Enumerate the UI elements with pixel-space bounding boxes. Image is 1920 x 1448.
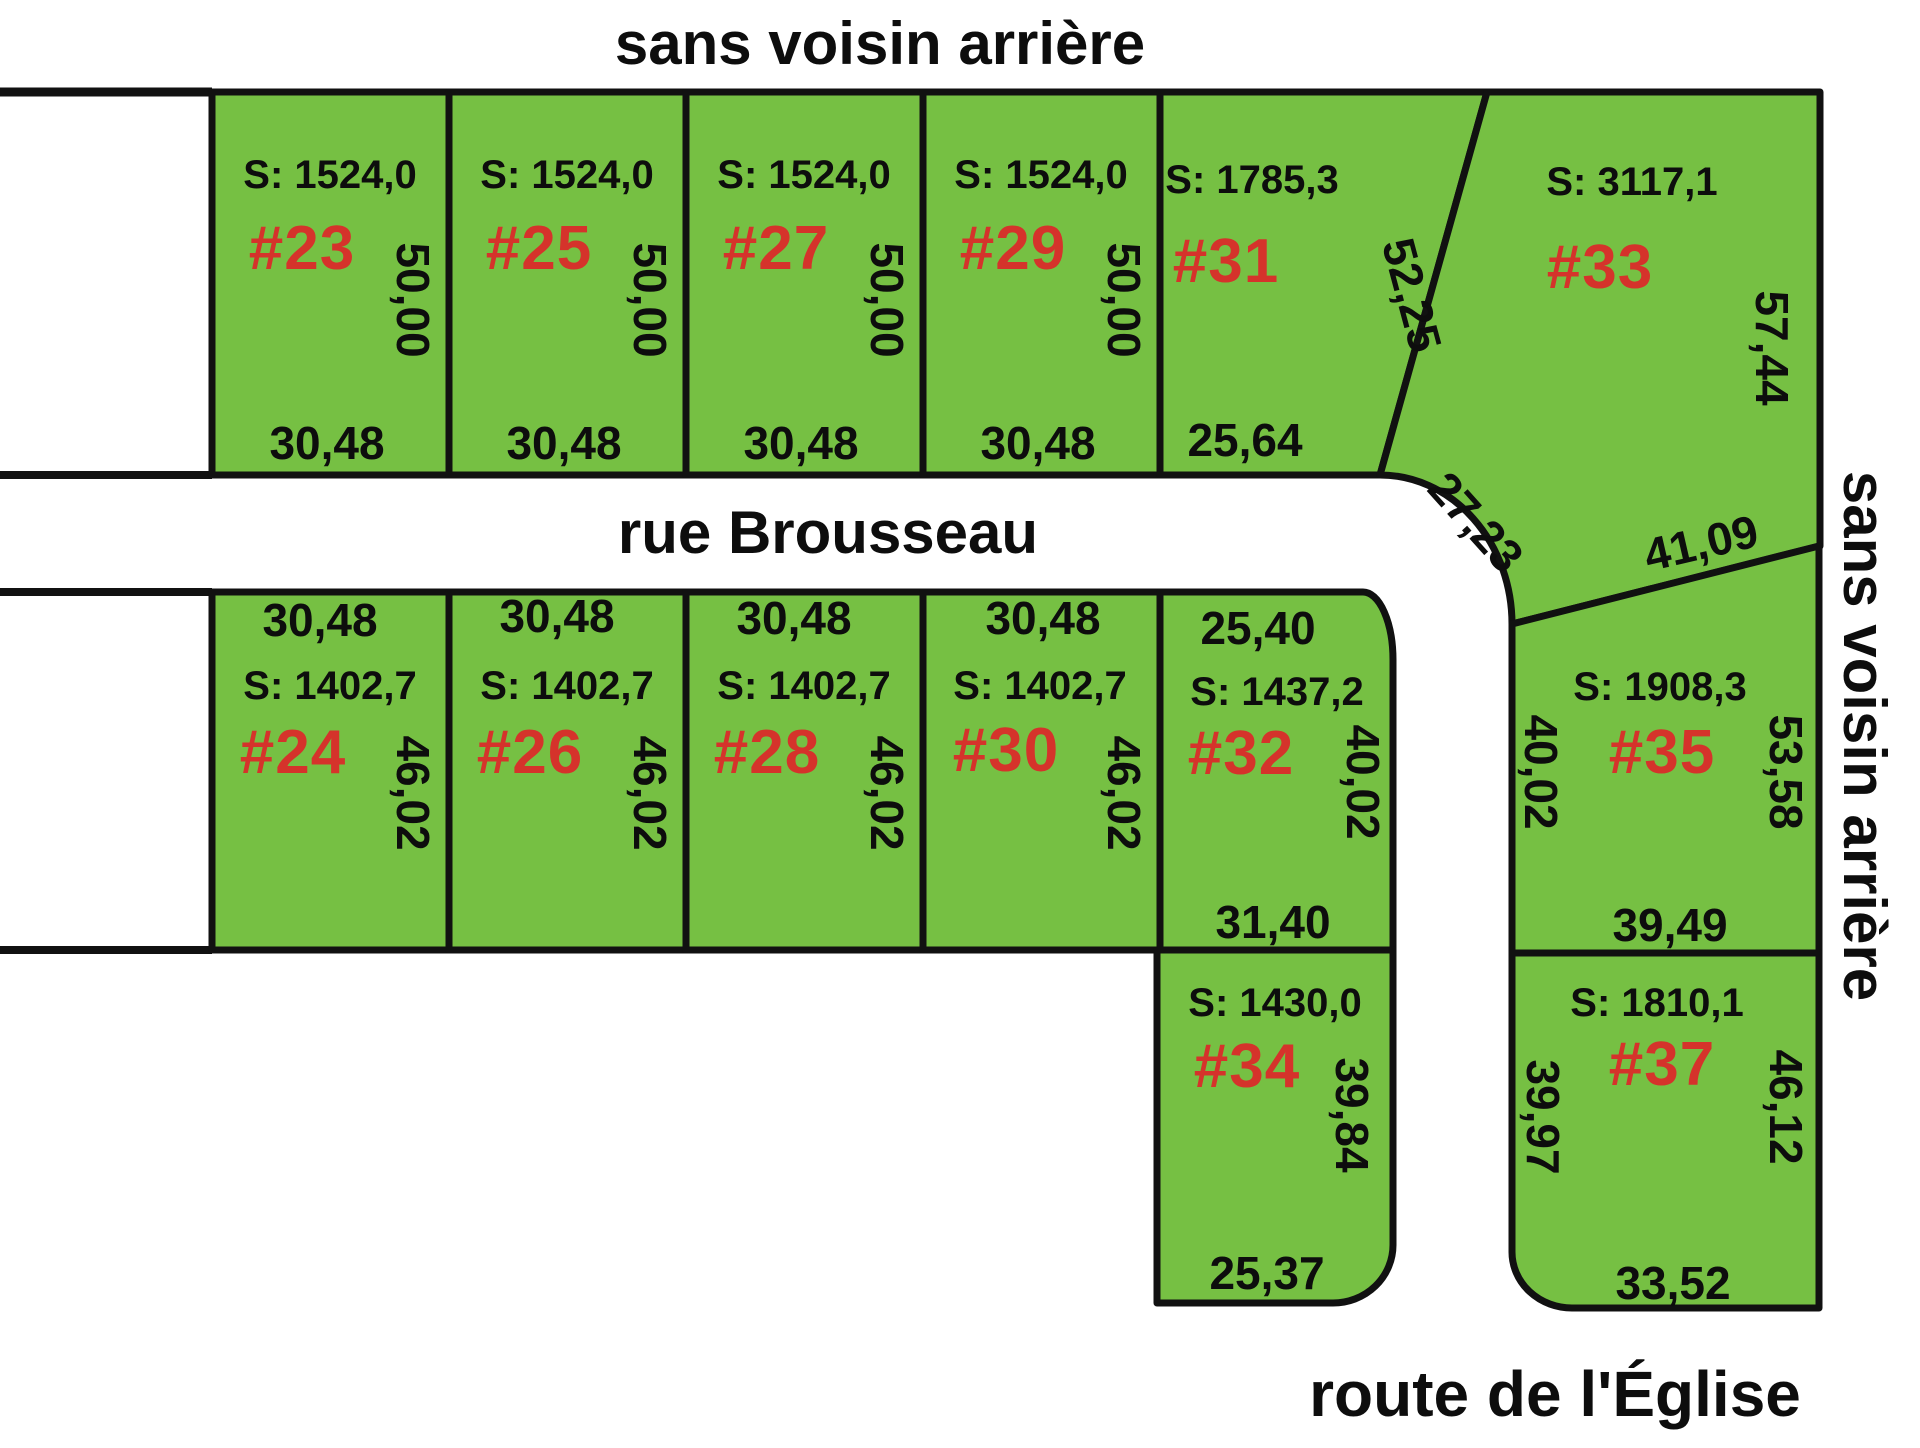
lot-25-depth-label: 50,00 (624, 242, 676, 358)
street-name-rue-brousseau: rue Brousseau (617, 499, 1039, 566)
lot-34-bottom-label: 25,37 (1209, 1247, 1325, 1299)
lot-28-width-label: 30,48 (736, 592, 852, 644)
lot-34-area[interactable] (1153, 946, 1397, 1307)
lot-32-bottom-label: 31,40 (1215, 896, 1331, 948)
lot-32-area[interactable] (1156, 588, 1397, 954)
lot-35-number: #35 (1608, 718, 1716, 787)
lot-24-number: #24 (239, 718, 347, 787)
lot-32-right-label: 40,02 (1337, 724, 1389, 840)
lot-37-area[interactable] (1508, 949, 1823, 1312)
lot-23-surface: S: 1524,0 (243, 153, 417, 197)
lot-33-number: #33 (1546, 233, 1654, 302)
lot-35-surface: S: 1908,3 (1573, 665, 1747, 709)
lot-29-width-label: 30,48 (980, 417, 1096, 469)
lot-32-number: #32 (1187, 719, 1295, 788)
lot-31-surface: S: 1785,3 (1165, 158, 1339, 202)
lot-32-top-label: 25,40 (1200, 602, 1316, 654)
lot-28-number: #28 (713, 718, 821, 787)
lot-31-width-label: 25,64 (1187, 414, 1303, 466)
lot-37-surface: S: 1810,1 (1570, 981, 1744, 1025)
lot-23-width-label: 30,48 (269, 417, 385, 469)
lot-25-surface: S: 1524,0 (480, 153, 654, 197)
lot-37-bottom-label: 33,52 (1615, 1257, 1731, 1309)
lot-35-right-label: 53,58 (1760, 714, 1812, 830)
lot-35-bottom-label: 39,49 (1612, 899, 1728, 951)
lot-37-left-label: 39,97 (1517, 1059, 1569, 1175)
lot-28-depth-label: 46,02 (861, 735, 913, 851)
lot-30-surface: S: 1402,7 (953, 664, 1127, 708)
lot-37-right-label: 46,12 (1760, 1049, 1812, 1165)
lot-37-number: #37 (1608, 1030, 1716, 1099)
lot-26-depth-label: 46,02 (624, 735, 676, 851)
lot-28-surface: S: 1402,7 (717, 664, 891, 708)
lot-30-width-label: 30,48 (985, 592, 1101, 644)
lot-30-number: #30 (952, 716, 1060, 785)
lot-34-surface: S: 1430,0 (1188, 981, 1362, 1025)
top-title: sans voisin arrière (614, 10, 1146, 77)
lot-34-right-label: 39,84 (1326, 1057, 1378, 1173)
lot-26-surface: S: 1402,7 (480, 664, 654, 708)
lot-31-number: #31 (1172, 227, 1280, 296)
lot-23-number: #23 (248, 214, 356, 283)
lot-27-surface: S: 1524,0 (717, 153, 891, 197)
lot-27-depth-label: 50,00 (861, 242, 913, 358)
lot-29-surface: S: 1524,0 (954, 153, 1128, 197)
lot-26-number: #26 (476, 718, 584, 787)
lot-33-area[interactable] (1376, 88, 1824, 628)
lot-33-right-label: 57,44 (1746, 290, 1798, 406)
lot-27-width-label: 30,48 (743, 417, 859, 469)
lot-29-depth-label: 50,00 (1098, 242, 1150, 358)
lot-24-width-label: 30,48 (262, 594, 378, 646)
lot-24-surface: S: 1402,7 (243, 664, 417, 708)
lot-26-width-label: 30,48 (499, 590, 615, 642)
lot-25-number: #25 (485, 214, 593, 283)
lot-23-depth-label: 50,00 (387, 242, 439, 358)
lot-35-left-label: 40,02 (1515, 714, 1567, 830)
lot-33-surface: S: 3117,1 (1546, 160, 1718, 204)
lot-29-number: #29 (959, 214, 1067, 283)
right-title: sans voisin arrière (1831, 470, 1898, 1002)
lot-27-number: #27 (722, 214, 830, 283)
lot-25-width-label: 30,48 (506, 417, 622, 469)
lot-34-number: #34 (1193, 1032, 1301, 1101)
lot-24-depth-label: 46,02 (387, 735, 439, 851)
street-name-route-eglise: route de l'Église (1309, 1358, 1801, 1430)
lot-32-surface: S: 1437,2 (1190, 670, 1364, 714)
lot-30-depth-label: 46,02 (1098, 735, 1150, 851)
